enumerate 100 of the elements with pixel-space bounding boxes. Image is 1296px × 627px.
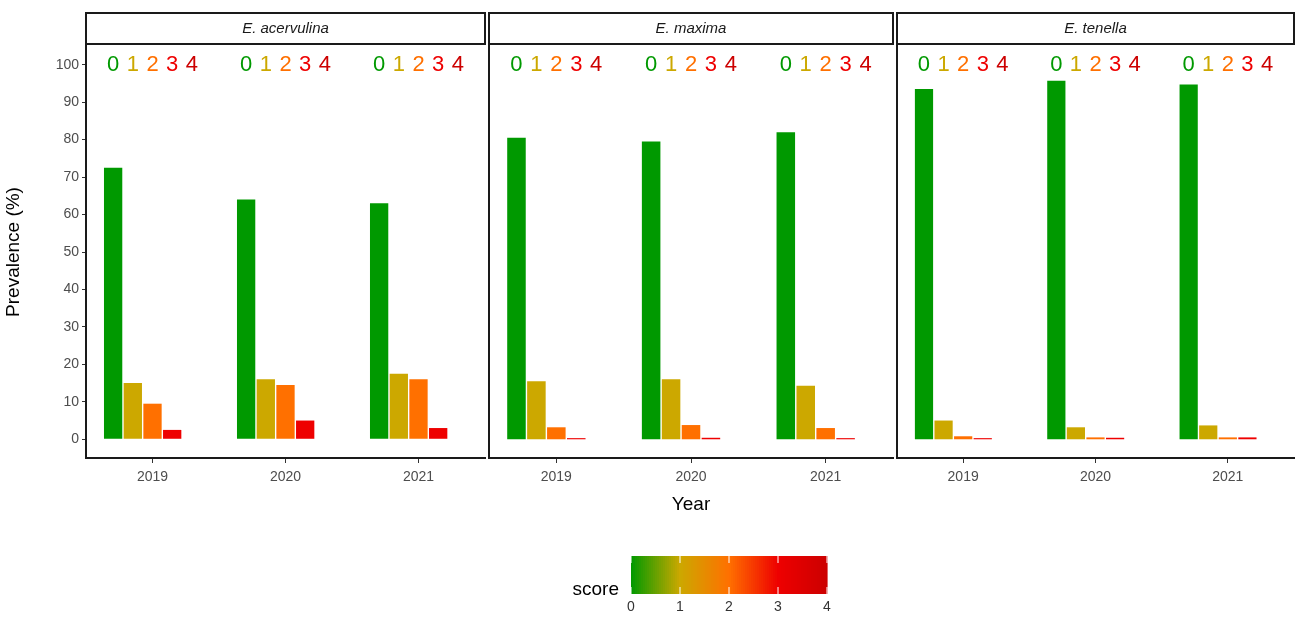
text: 1: [259, 51, 272, 77]
bar: [429, 428, 448, 439]
text: 3: [1108, 51, 1122, 77]
text: 1: [1069, 51, 1083, 77]
text: 2: [1221, 51, 1234, 77]
text: 4: [451, 51, 464, 77]
y-tick-label: 90: [63, 93, 80, 110]
x-tick-label: 2020: [269, 468, 302, 485]
text: 3: [570, 51, 583, 77]
text: 3: [839, 51, 852, 77]
bar: [1179, 84, 1198, 440]
bar: [163, 429, 182, 439]
bar: [914, 89, 934, 440]
color-bar-label: 3: [774, 597, 783, 614]
bar: [934, 420, 953, 440]
bar: [389, 373, 408, 439]
text: 2: [819, 51, 832, 77]
y-tick-label: 0: [71, 430, 80, 447]
x-tick-label: 2021: [1212, 468, 1244, 485]
y-tick-label: 50: [63, 242, 80, 259]
legend-label: 4: [590, 51, 603, 77]
legend-label: 4: [185, 51, 198, 77]
color-bar-title: score: [572, 578, 619, 600]
bar: [796, 385, 815, 440]
color-bar-label: 1: [676, 597, 685, 614]
color-bar-label: 0: [627, 597, 636, 614]
y-axis-title: Prevalence (%): [1, 187, 23, 317]
bar: [103, 167, 123, 439]
y-tick-label: 30: [63, 317, 80, 334]
series-label: 0: [1050, 51, 1063, 77]
x-axis-title: Year: [671, 493, 711, 515]
y-tick-label: 60: [63, 205, 80, 222]
text: 0: [373, 51, 386, 77]
text: 2: [1089, 51, 1102, 77]
x-tick-label: 2020: [1079, 468, 1112, 485]
x-tick-label: 2020: [675, 468, 707, 485]
text: 0: [240, 51, 253, 77]
x-tick-label: 2019: [947, 468, 979, 485]
text: 0: [1182, 51, 1195, 77]
bar: [123, 383, 142, 439]
y-tick-label: 40: [63, 280, 80, 297]
x-tick-label: 2021: [402, 468, 435, 485]
text: 3: [976, 51, 989, 77]
text: 2: [146, 51, 159, 77]
bar: [1066, 427, 1086, 440]
bar: [369, 203, 389, 439]
y-tick-label: 80: [63, 130, 80, 147]
bar: [661, 379, 681, 440]
chart-title: E. acervulina: [242, 19, 329, 37]
text: 4: [1260, 51, 1274, 77]
bar: [547, 427, 566, 440]
bar: [1199, 425, 1218, 440]
text: 2: [412, 51, 425, 77]
bar: [507, 137, 526, 440]
x-tick-label: 2019: [136, 468, 169, 485]
y-tick-label: 10: [63, 392, 80, 409]
text: 0: [645, 51, 658, 77]
bar: [143, 403, 162, 439]
bar: [276, 384, 295, 439]
text: 2: [279, 51, 292, 77]
bar: [236, 199, 256, 439]
text: 4: [859, 51, 872, 77]
text: 1: [530, 51, 543, 77]
y-tick-label: 100: [55, 55, 80, 72]
legend-label: 4: [996, 51, 1009, 77]
text: 3: [704, 51, 718, 77]
text: 1: [664, 51, 678, 77]
bar: [954, 436, 973, 440]
text: 3: [432, 51, 445, 77]
bar: [641, 141, 661, 440]
bar: [776, 132, 796, 440]
bar: [681, 425, 701, 440]
text: 0: [917, 51, 931, 77]
text: 2: [684, 51, 698, 77]
text: 2: [957, 51, 970, 77]
text: 0: [779, 51, 792, 77]
text: 1: [392, 51, 405, 77]
chart-title: E. tenella: [1064, 19, 1127, 37]
text: 1: [1202, 51, 1215, 77]
chart-title: E. maxima: [655, 19, 727, 37]
color-bar-label: 4: [823, 597, 832, 614]
text: 1: [937, 51, 950, 77]
bar: [256, 379, 275, 439]
y-tick-label: 20: [63, 355, 80, 372]
text: 2: [550, 51, 563, 77]
text: 4: [318, 51, 331, 77]
bar: [296, 420, 315, 439]
text: 4: [1128, 51, 1141, 77]
bar: [816, 428, 835, 440]
text: 4: [724, 51, 737, 77]
text: 3: [1241, 51, 1254, 77]
color-bar-label: 2: [725, 597, 734, 614]
x-tick-label: 2019: [540, 468, 573, 485]
text: 0: [107, 51, 120, 77]
text: 3: [166, 51, 179, 77]
x-tick-label: 2021: [810, 468, 842, 485]
bar: [527, 381, 546, 440]
text: 1: [799, 51, 812, 77]
bar: [1047, 80, 1066, 440]
bar: [409, 379, 428, 439]
